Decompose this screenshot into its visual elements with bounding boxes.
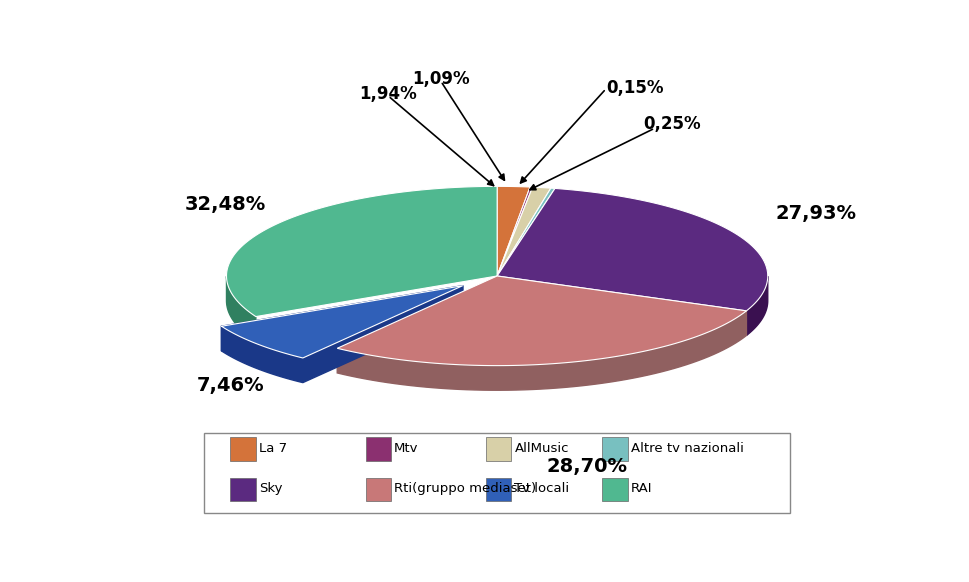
Polygon shape (337, 276, 746, 365)
FancyBboxPatch shape (602, 478, 627, 501)
Polygon shape (221, 286, 462, 358)
Text: 27,93%: 27,93% (774, 204, 856, 223)
FancyBboxPatch shape (602, 437, 627, 460)
Text: La 7: La 7 (259, 442, 287, 455)
FancyBboxPatch shape (230, 478, 256, 501)
Text: RAI: RAI (630, 482, 652, 495)
Text: 7,46%: 7,46% (196, 377, 264, 395)
FancyBboxPatch shape (485, 437, 511, 460)
FancyBboxPatch shape (203, 433, 790, 513)
Polygon shape (496, 188, 554, 276)
Polygon shape (496, 187, 532, 276)
Text: Altre tv nazionali: Altre tv nazionali (630, 442, 743, 455)
Polygon shape (227, 276, 256, 341)
Text: 0,25%: 0,25% (643, 115, 701, 133)
Polygon shape (746, 276, 766, 335)
Polygon shape (302, 286, 462, 382)
Text: Tv locali: Tv locali (514, 482, 569, 495)
FancyBboxPatch shape (485, 478, 511, 501)
Text: 28,70%: 28,70% (547, 457, 627, 476)
Text: 0,15%: 0,15% (606, 79, 663, 97)
Polygon shape (227, 186, 496, 317)
Polygon shape (221, 286, 462, 351)
FancyBboxPatch shape (230, 437, 256, 460)
Polygon shape (337, 311, 746, 391)
Polygon shape (496, 189, 766, 311)
Text: 32,48%: 32,48% (185, 195, 266, 214)
Polygon shape (496, 186, 529, 276)
Text: 1,09%: 1,09% (412, 70, 469, 88)
Polygon shape (221, 327, 302, 382)
Text: Mtv: Mtv (393, 442, 419, 455)
Polygon shape (496, 187, 550, 276)
Text: AllMusic: AllMusic (514, 442, 569, 455)
FancyBboxPatch shape (365, 478, 391, 501)
FancyBboxPatch shape (365, 437, 391, 460)
Text: Sky: Sky (259, 482, 282, 495)
Text: Rti(gruppo mediaset): Rti(gruppo mediaset) (393, 482, 536, 495)
Text: 1,94%: 1,94% (359, 86, 417, 104)
